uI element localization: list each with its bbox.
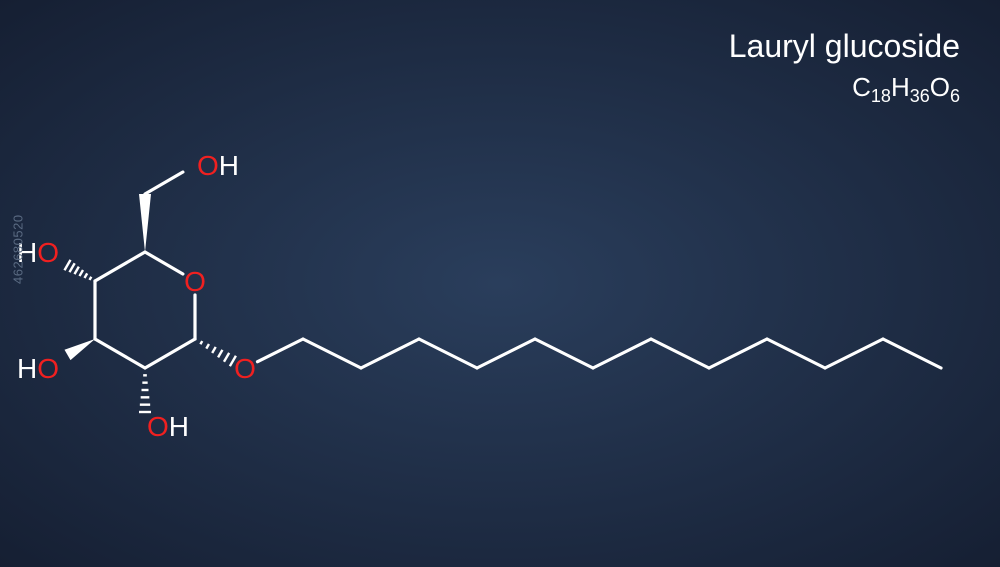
oh-bottom-label: OH (147, 411, 189, 442)
ring-oxygen-label: O (184, 266, 206, 297)
glycosidic-oxygen-label: O (234, 353, 256, 384)
molecular-formula: C18H36O6 (852, 72, 960, 107)
background-rect (0, 0, 1000, 567)
stock-watermark: 462680520 (11, 214, 26, 284)
chemical-diagram-canvas: OOHHOHOOHO Lauryl glucoside C18H36O6 462… (0, 0, 1000, 567)
compound-title: Lauryl glucoside (729, 28, 960, 65)
molecule-svg: OOHHOHOOHO (0, 0, 1000, 567)
ho-lower-left-label: HO (17, 353, 59, 384)
oh-top-label: OH (197, 150, 239, 181)
